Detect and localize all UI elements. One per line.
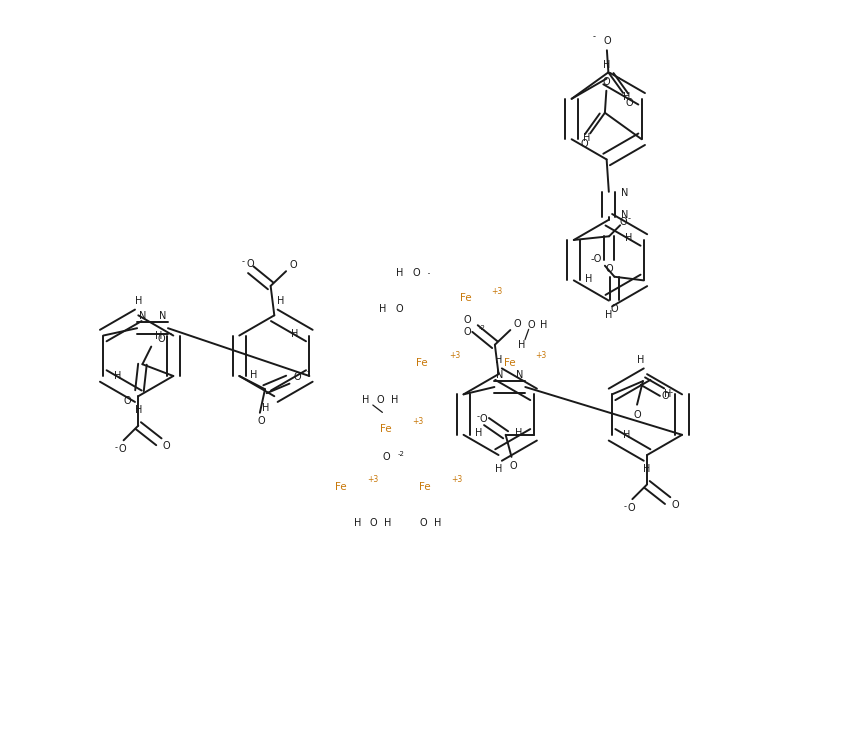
Text: H: H [474,428,481,438]
Text: O: O [463,315,471,325]
Text: H: H [361,395,369,405]
Text: O: O [619,216,627,227]
Text: N: N [620,187,628,198]
Text: -: - [169,329,171,338]
Text: N: N [159,311,166,321]
Text: H: H [135,405,141,415]
Text: O: O [632,410,640,420]
Text: H: H [622,430,630,440]
Text: O: O [610,304,618,314]
Text: H: H [494,355,502,365]
Text: O: O [369,518,377,528]
Text: ·: · [426,269,430,281]
Text: H: H [582,133,590,142]
Text: -2: -2 [478,325,486,331]
Text: H: H [663,390,671,399]
Text: O: O [671,500,678,510]
Text: O: O [246,259,254,269]
Text: O: O [118,444,126,454]
Text: O: O [293,372,301,382]
Text: O: O [602,77,609,87]
Text: H: H [602,60,609,69]
Text: +3: +3 [412,418,423,427]
Text: H: H [262,403,269,413]
Text: O: O [418,518,426,528]
Text: +3: +3 [451,475,462,484]
Text: -: - [115,443,118,452]
Text: Fe: Fe [459,294,470,303]
Text: -: - [623,502,625,511]
Text: H: H [642,464,650,474]
Text: -: - [616,73,619,82]
Text: -: - [306,367,308,376]
Text: O: O [382,452,389,462]
Text: +3: +3 [535,351,546,360]
Text: O: O [157,334,164,344]
Text: O: O [463,326,471,337]
Text: H: H [604,310,612,320]
Text: -: - [591,32,595,41]
Text: O: O [625,98,632,108]
Text: O: O [602,36,610,46]
Text: O: O [257,415,265,426]
Text: H: H [135,297,141,306]
Text: Fe: Fe [380,424,391,434]
Text: +3: +3 [448,351,459,360]
Text: N: N [620,210,628,221]
Text: -: - [475,412,479,421]
Text: H: H [494,464,502,474]
Text: -: - [242,257,245,266]
Text: Fe: Fe [415,358,427,368]
Text: Fe: Fe [504,358,515,368]
Text: H: H [354,518,361,528]
Text: O: O [509,461,516,471]
Text: O: O [412,269,419,278]
Text: O: O [661,391,669,401]
Text: H: H [636,355,644,365]
Text: +3: +3 [491,286,502,295]
Text: O: O [513,319,521,329]
Text: N: N [495,370,503,379]
Text: -: - [669,388,671,397]
Text: H: H [114,371,122,381]
Text: +3: +3 [366,475,378,484]
Text: N: N [515,370,523,379]
Text: Fe: Fe [334,482,346,492]
Text: H: H [395,269,402,278]
Text: O: O [479,414,486,424]
Text: H: H [625,233,632,244]
Text: N: N [138,311,146,321]
Text: -O: -O [590,254,601,264]
Text: H: H [518,340,525,351]
Text: O: O [162,441,170,451]
Text: H: H [623,92,630,103]
Text: O: O [290,261,296,270]
Text: O: O [527,320,535,330]
Text: O: O [376,395,383,405]
Text: O: O [605,263,613,274]
Text: O: O [124,396,131,406]
Text: H: H [584,274,591,284]
Text: H: H [378,305,386,314]
Text: O: O [626,503,634,513]
Text: -: - [627,214,630,223]
Text: H: H [276,297,284,306]
Text: H: H [383,518,391,528]
Text: H: H [434,518,440,528]
Text: H: H [291,329,298,339]
Text: H: H [250,370,257,379]
Text: O: O [580,139,587,148]
Text: O: O [395,305,403,314]
Text: -2: -2 [397,451,404,457]
Text: H: H [155,331,162,340]
Text: Fe: Fe [418,482,430,492]
Text: H: H [540,320,547,330]
Text: H: H [391,395,398,405]
Text: H: H [515,428,522,438]
